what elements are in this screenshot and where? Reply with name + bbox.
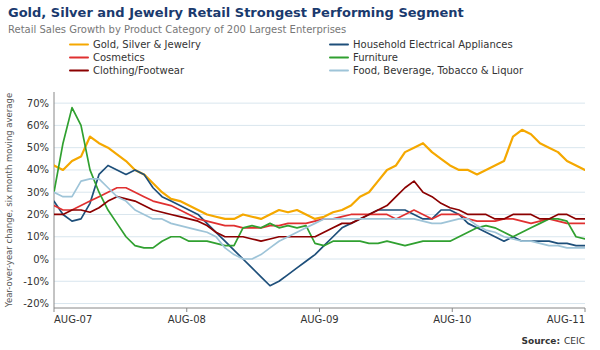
y-tick-label: 30% bbox=[27, 187, 49, 198]
grid-line bbox=[54, 281, 585, 282]
y-tick-label: -20% bbox=[23, 298, 49, 309]
y-tick-label: 0% bbox=[33, 254, 49, 265]
legend-swatch bbox=[70, 70, 88, 72]
series-line bbox=[54, 179, 585, 259]
x-tick-label: AUG-07 bbox=[54, 314, 92, 325]
x-tick bbox=[319, 308, 320, 312]
legend-label: Clothing/Footwear bbox=[93, 65, 185, 76]
series-line bbox=[54, 181, 585, 241]
y-grid bbox=[54, 103, 585, 303]
legend-swatch bbox=[70, 57, 88, 59]
legend-swatch bbox=[330, 70, 348, 72]
y-tick-label: 10% bbox=[27, 231, 49, 242]
legend-label: Gold, Silver & Jewelry bbox=[93, 39, 201, 50]
legend: Gold, Silver & Jewelry Household Electric… bbox=[70, 39, 524, 76]
grid-line bbox=[54, 214, 585, 215]
subtitle: Retail Sales Growth by Product Category … bbox=[8, 24, 346, 35]
source-value: CEIC bbox=[564, 336, 585, 346]
source-label: Source: bbox=[522, 336, 561, 346]
legend-label: Food, Beverage, Tobacco & Liquor bbox=[353, 65, 524, 76]
legend-swatch bbox=[330, 57, 348, 59]
legend-label: Household Electrical Appliances bbox=[353, 39, 513, 50]
y-tick-label: 40% bbox=[27, 164, 49, 175]
y-tick-label: 50% bbox=[27, 142, 49, 153]
source: Source:CEIC bbox=[522, 336, 585, 346]
x-tick-label: AUG-11 bbox=[547, 314, 585, 325]
legend-swatch bbox=[70, 44, 88, 46]
grid-line bbox=[54, 103, 585, 104]
series-line bbox=[54, 130, 585, 219]
series-line bbox=[54, 165, 585, 285]
y-axis-label: Year-over-year change, six month moving … bbox=[4, 93, 14, 308]
grid-line bbox=[54, 147, 585, 148]
chart: Gold, Silver and Jewelry Retail Stronges… bbox=[0, 0, 600, 350]
grid-line bbox=[54, 259, 585, 260]
x-tick-label: AUG-10 bbox=[433, 314, 471, 325]
x-tick-label: AUG-08 bbox=[168, 314, 206, 325]
legend-swatch bbox=[330, 44, 348, 46]
grid-line bbox=[54, 125, 585, 126]
grid-line bbox=[54, 303, 585, 304]
y-tick-label: 60% bbox=[27, 120, 49, 131]
y-tick-label: 20% bbox=[27, 209, 49, 220]
y-tick-label: 70% bbox=[27, 98, 49, 109]
series-line bbox=[54, 108, 585, 248]
y-tick-label: -10% bbox=[23, 276, 49, 287]
legend-label: Furniture bbox=[353, 52, 398, 63]
x-tick bbox=[186, 308, 187, 312]
legend-label: Cosmetics bbox=[93, 52, 145, 63]
x-tick-label: AUG-09 bbox=[300, 314, 338, 325]
y-axis bbox=[54, 92, 55, 308]
x-tick bbox=[54, 308, 55, 312]
x-tick bbox=[452, 308, 453, 312]
lines bbox=[54, 108, 585, 286]
x-tick bbox=[585, 308, 586, 312]
title: Gold, Silver and Jewelry Retail Stronges… bbox=[8, 5, 464, 20]
